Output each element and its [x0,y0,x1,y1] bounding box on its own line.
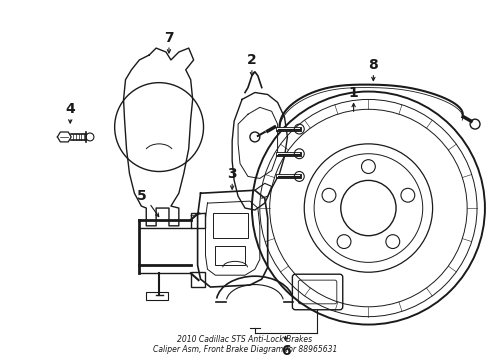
Text: 1: 1 [348,86,358,99]
Text: 3: 3 [227,167,237,181]
Bar [213,213,247,238]
Text: 2010 Cadillac STS Anti-Lock Brakes
Caliper Asm, Front Brake Diagram for 88965631: 2010 Cadillac STS Anti-Lock Brakes Calip… [152,335,337,354]
Text: 5: 5 [136,189,146,203]
Bar [215,246,244,265]
Text: 4: 4 [65,102,75,116]
Text: 7: 7 [164,31,173,45]
Bar [190,213,205,228]
Bar [190,272,205,287]
Bar [146,292,168,300]
Text: 6: 6 [280,344,290,358]
Text: 2: 2 [246,53,256,67]
Text: 8: 8 [368,58,377,72]
